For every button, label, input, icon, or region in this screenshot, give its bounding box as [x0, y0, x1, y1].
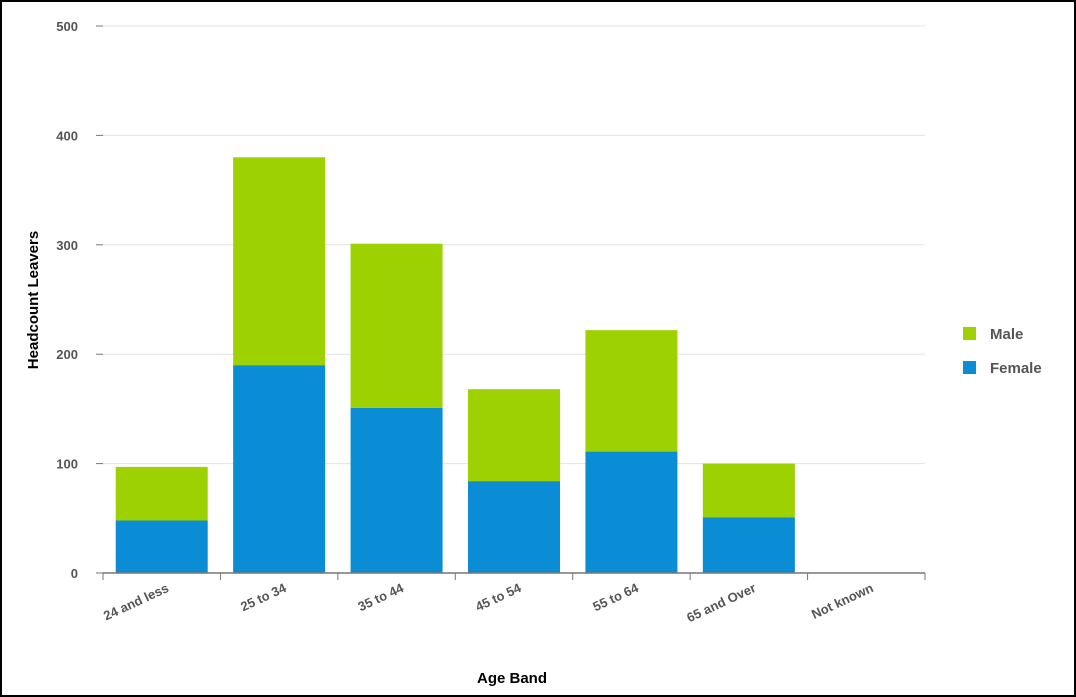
y-tick-labels: 0 100 200 300 400 500	[56, 19, 78, 581]
y-tick-label-0: 0	[71, 566, 78, 581]
x-tick-label-5: 65 and Over	[684, 580, 758, 625]
x-axis-title: Age Band	[477, 670, 547, 687]
x-tick-label-2: 35 to 44	[356, 580, 407, 614]
x-tick-label-6: Not known	[809, 580, 876, 622]
x-tick-labels: 24 and less 25 to 34 35 to 44 45 to 54 55 to…	[101, 580, 876, 625]
legend-label-female: Female	[990, 360, 1042, 377]
bar-male-1	[233, 157, 326, 366]
y-tick-label-500: 500	[56, 19, 78, 34]
bar-male-2	[350, 243, 443, 408]
legend: Male Female	[963, 326, 1042, 377]
bar-male-0	[115, 466, 208, 521]
x-tick-label-3: 45 to 54	[473, 580, 524, 614]
legend-label-male: Male	[990, 326, 1023, 343]
y-axis-title: Headcount Leavers	[25, 231, 42, 369]
bar-male-5	[702, 463, 795, 518]
y-tick-label-400: 400	[56, 128, 78, 143]
bar-female-3	[468, 481, 560, 573]
bar-male-4	[585, 330, 678, 452]
bar-female-1	[233, 365, 326, 573]
bar-male-3	[468, 389, 560, 482]
x-tick-label-4: 55 to 64	[590, 580, 641, 614]
bar-female-0	[115, 520, 208, 573]
legend-swatch-male	[963, 327, 976, 340]
x-tick-label-1: 25 to 34	[238, 580, 289, 614]
y-tick-label-300: 300	[56, 238, 78, 253]
axes	[96, 25, 926, 580]
y-tick-label-200: 200	[56, 347, 78, 362]
bar-female-2	[350, 407, 443, 573]
bar-female-5	[702, 517, 795, 573]
x-tick-label-0: 24 and less	[101, 580, 171, 623]
legend-swatch-female	[963, 361, 976, 374]
bars	[115, 157, 795, 573]
bar-female-4	[585, 451, 678, 573]
y-tick-label-100: 100	[56, 457, 78, 472]
